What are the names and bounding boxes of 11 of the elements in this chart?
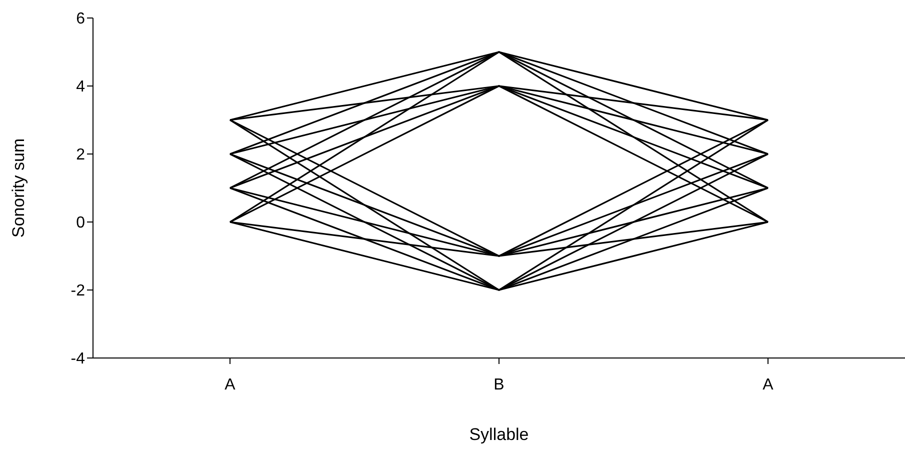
y-tick-label: 0: [76, 214, 86, 232]
y-tick-label: 2: [76, 146, 86, 164]
y-tick-label: 4: [76, 78, 86, 96]
y-tick-label: -4: [70, 350, 86, 368]
x-axis-title: Syllable: [469, 425, 529, 444]
y-tick-label: 6: [76, 10, 86, 28]
x-tick-label: A: [762, 376, 774, 394]
y-axis-title: Sonority sum: [9, 138, 28, 238]
x-tick-label: B: [494, 376, 504, 394]
y-tick-label: -2: [70, 282, 86, 300]
x-tick-label: A: [224, 376, 236, 394]
